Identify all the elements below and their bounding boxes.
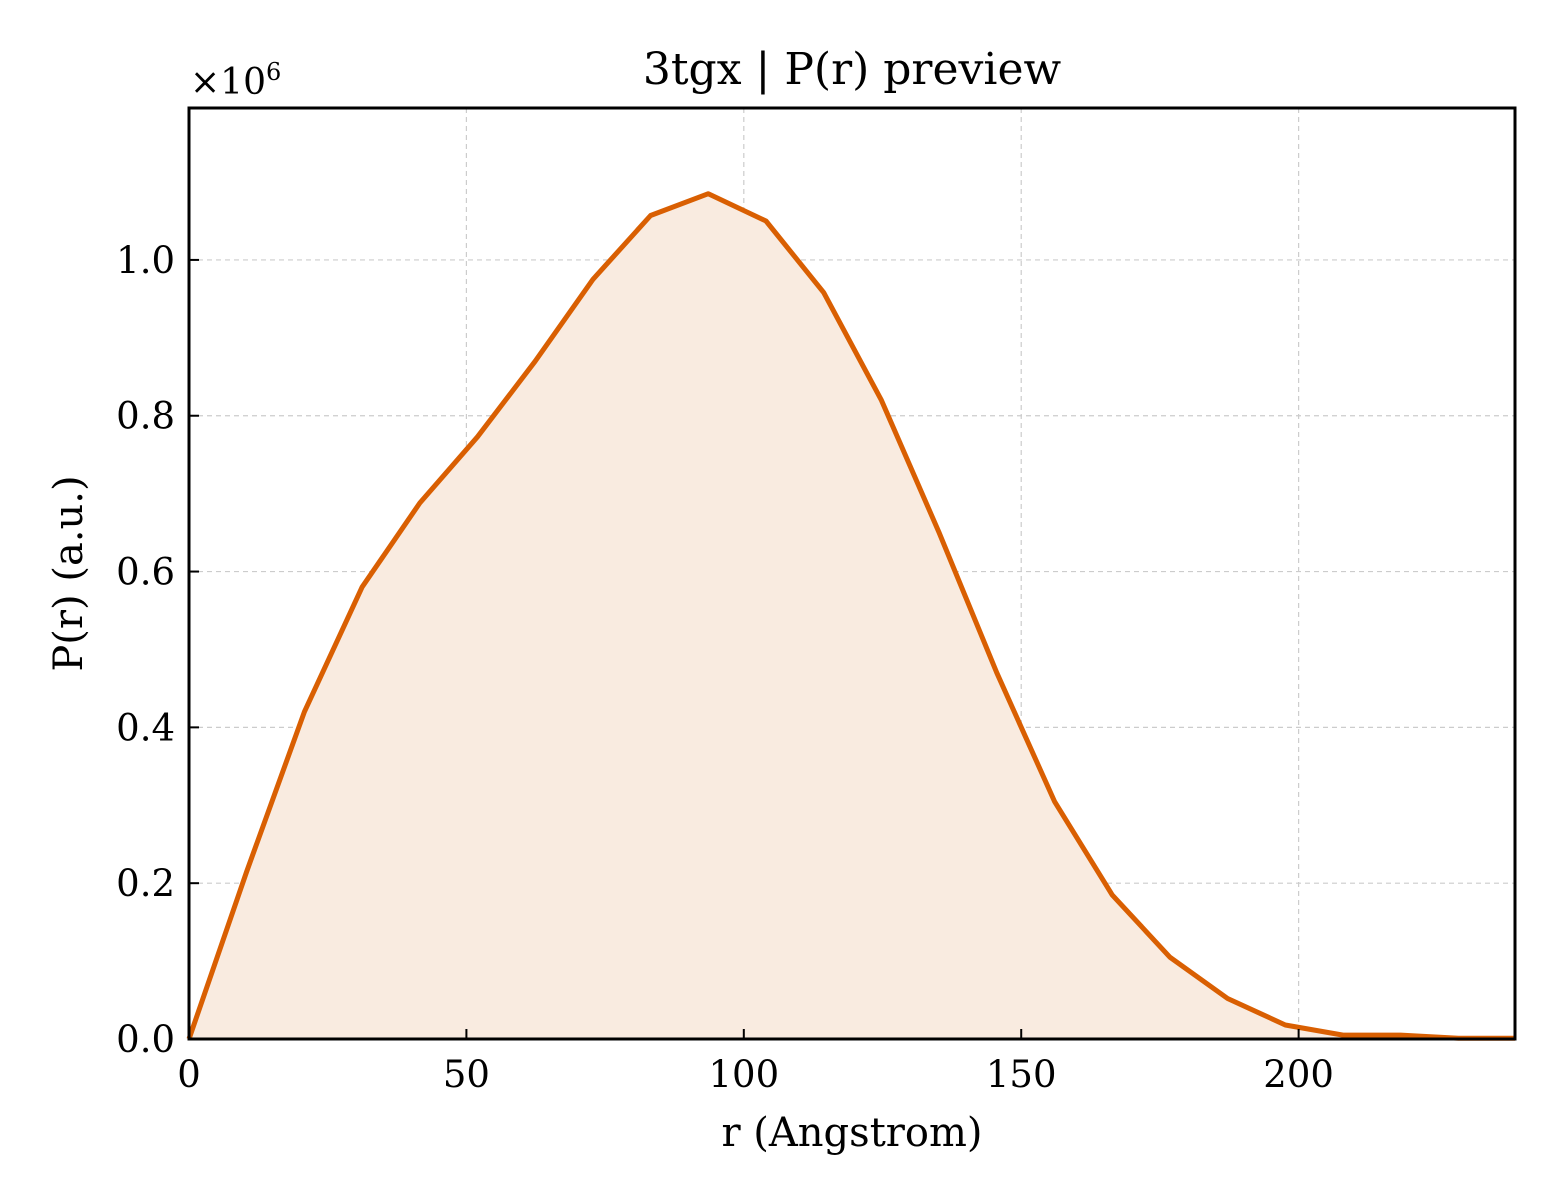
- y-multiplier-exponent: 6: [266, 58, 281, 86]
- y-tick-label: 0.2: [116, 862, 175, 905]
- y-tick-label: 0.0: [116, 1018, 175, 1061]
- y-axis-label: P(r) (a.u.): [46, 475, 92, 671]
- x-tick-label: 200: [1263, 1053, 1334, 1096]
- axes-frame: [187, 106, 1517, 1041]
- y-tick-label: 0.8: [116, 395, 175, 438]
- plot-area: [189, 193, 1515, 1039]
- y-tick-label: 0.4: [116, 706, 175, 749]
- y-tick-label: 0.6: [116, 551, 175, 594]
- x-tick-label: 150: [986, 1053, 1057, 1096]
- y-tick-label: 1.0: [116, 239, 175, 282]
- series-lines: [186, 191, 1516, 1041]
- x-tick-label: 100: [708, 1053, 779, 1096]
- y-multiplier-base: ×10: [190, 62, 266, 103]
- series-line: [186, 191, 1515, 1041]
- y-axis-multiplier: ×106: [190, 58, 281, 103]
- chart-title: 3tgx | P(r) preview: [643, 44, 1062, 95]
- ticks: 0 50 100 150 200 0.0 0.2 0.4 0.6 0.8 1.0: [116, 239, 1334, 1096]
- x-tick-label: 0: [177, 1053, 201, 1096]
- series-area-fill: [189, 193, 1515, 1039]
- x-tick-label: 50: [443, 1053, 490, 1096]
- x-axis-label: r (Angstrom): [721, 1110, 982, 1156]
